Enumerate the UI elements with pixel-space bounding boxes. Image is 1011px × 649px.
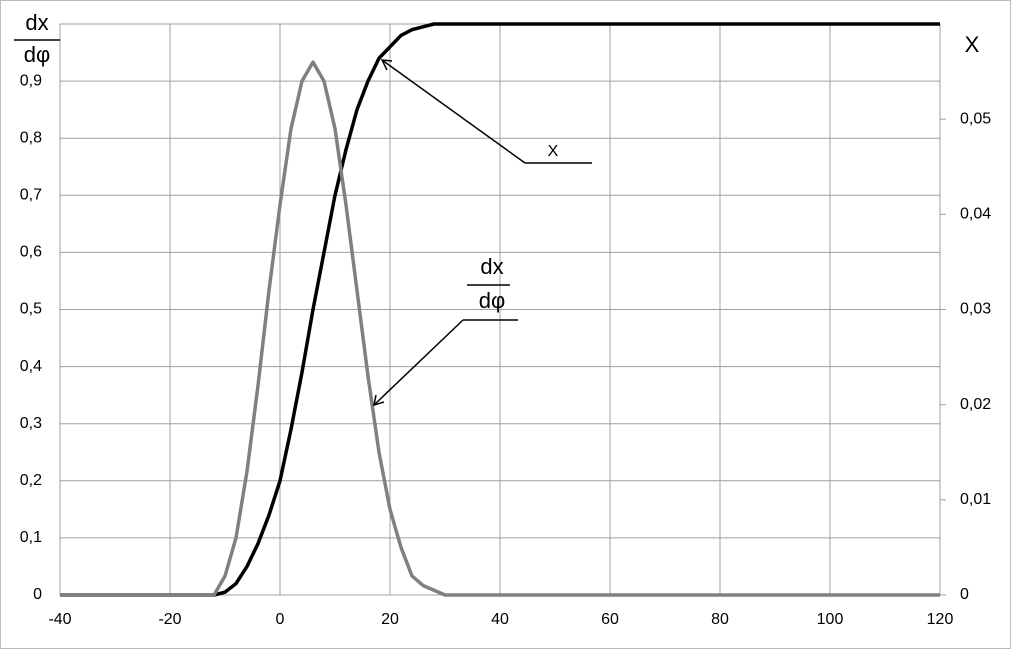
y-tick-label: 0,5	[20, 301, 42, 318]
y-tick-label: 0,8	[20, 129, 42, 146]
x-tick-label: 60	[601, 611, 619, 628]
y-tick-label: 0,1	[20, 529, 42, 546]
annotation-arrow	[381, 59, 526, 164]
x-tick-label: 80	[711, 611, 729, 628]
x-tick-label: 40	[491, 611, 509, 628]
y-label-top: dx	[25, 10, 48, 35]
x-tick-label: 120	[927, 611, 954, 628]
arrow-head	[373, 394, 385, 407]
y-tick-label: 0,7	[20, 187, 42, 204]
y-label-bottom: dφ	[24, 42, 51, 67]
y-tick-label: 0,9	[20, 72, 42, 89]
y2-label: X	[965, 32, 980, 57]
y2-tick-label: 0,01	[960, 491, 991, 508]
annotation-top: dx	[480, 254, 503, 279]
data-line	[60, 22, 940, 597]
y2-tick-label: 0	[960, 586, 969, 603]
data-line	[60, 60, 940, 597]
x-tick-label: 0	[276, 611, 285, 628]
x-tick-label: -40	[48, 611, 71, 628]
y-tick-label: 0,2	[20, 472, 42, 489]
y2-tick-label: 0,04	[960, 206, 991, 223]
y2-tick-label: 0,05	[960, 110, 991, 127]
y-tick-label: 0	[33, 586, 42, 603]
x-tick-label: 100	[817, 611, 844, 628]
y2-tick-label: 0,03	[960, 301, 991, 318]
x-tick-label: -20	[158, 611, 181, 628]
annotation: X	[548, 143, 559, 160]
annotation-bottom: dφ	[479, 288, 506, 313]
annotation-arrow	[373, 319, 464, 406]
y-tick-label: 0,6	[20, 244, 42, 261]
arrow-head	[380, 59, 393, 71]
y-tick-label: 0,3	[20, 415, 42, 432]
y2-tick-label: 0,02	[960, 396, 991, 413]
x-tick-label: 20	[381, 611, 399, 628]
y-tick-label: 0,4	[20, 358, 42, 375]
